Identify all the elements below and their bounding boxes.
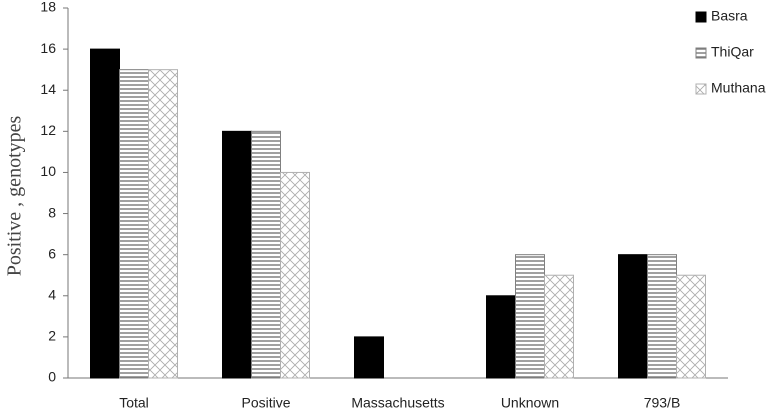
- legend-swatch: [695, 11, 707, 23]
- y-tick-label: 14: [40, 81, 56, 97]
- legend-label: ThiQar: [711, 44, 754, 60]
- y-tick-label: 2: [48, 328, 56, 344]
- y-tick-label: 0: [48, 369, 56, 385]
- x-tick-label: Unknown: [501, 395, 559, 411]
- x-tick-label: Positive: [241, 395, 290, 411]
- bar: [280, 171, 310, 379]
- y-tick-label: 8: [48, 204, 56, 220]
- y-tick-label: 12: [40, 122, 56, 138]
- bar: [148, 69, 178, 379]
- bar: [222, 130, 252, 379]
- bar: [618, 254, 648, 379]
- legend-label: Basra: [711, 8, 748, 24]
- bar: [544, 274, 574, 379]
- y-tick-label: 6: [48, 245, 56, 261]
- y-tick-label: 10: [40, 163, 56, 179]
- bar: [486, 295, 516, 379]
- y-axis-label: Positive , genotypes: [4, 116, 26, 277]
- bar: [647, 254, 677, 379]
- bar: [676, 274, 706, 379]
- legend-label: Muthana: [711, 80, 766, 96]
- bar: [515, 254, 545, 379]
- legend-swatch: [695, 83, 707, 95]
- y-tick-label: 4: [48, 286, 56, 302]
- x-tick-label: 793/B: [644, 395, 681, 411]
- y-tick-label: 16: [40, 40, 56, 56]
- y-tick-label: 18: [40, 0, 56, 15]
- legend-swatch: [695, 47, 707, 59]
- bar: [90, 48, 120, 379]
- x-tick-label: Total: [119, 395, 149, 411]
- bar: [251, 130, 281, 379]
- x-tick-label: Massachusetts: [351, 395, 444, 411]
- bar: [354, 336, 384, 379]
- bar: [119, 69, 149, 379]
